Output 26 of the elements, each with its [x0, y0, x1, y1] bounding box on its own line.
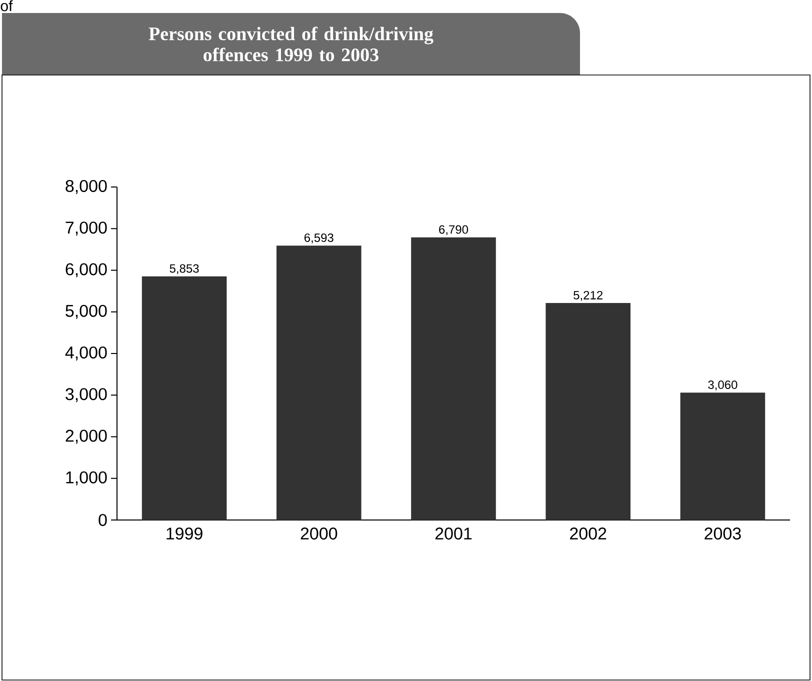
data-label: 5,212 [574, 290, 603, 301]
y-tick-label: 7,000 [66, 222, 107, 236]
data-label: 3,060 [708, 380, 738, 390]
text: of [0, 0, 13, 12]
y-tick-label: 3,000 [66, 388, 107, 402]
x-tick-label: 2000 [300, 528, 338, 540]
bar [142, 276, 227, 520]
y-tick-label: 2,000 [66, 430, 107, 444]
bar [276, 246, 362, 520]
y-tick-label: 0 [98, 514, 107, 526]
y-tick-label: 1,000 [66, 471, 107, 486]
bar [546, 303, 630, 520]
bar [411, 237, 496, 520]
x-tick-label: 1999 [166, 528, 202, 540]
x-tick-label: 2001 [435, 528, 472, 540]
y-tick-label: 4,000 [65, 346, 107, 361]
data-label: 5,853 [170, 264, 199, 274]
y-tick-label: 5,000 [66, 304, 107, 319]
x-tick-label: 2003 [704, 528, 741, 540]
data-label: 6,593 [304, 233, 334, 244]
bar [680, 392, 766, 520]
y-tick-label: 8,000 [66, 180, 107, 194]
chart-title: Persons convicted of drink/driving offences 1999 to 2003 [148, 26, 434, 62]
y-tick-label: 6,000 [66, 263, 107, 278]
x-tick-label: 2002 [570, 528, 606, 540]
data-label: 6,790 [439, 225, 468, 236]
